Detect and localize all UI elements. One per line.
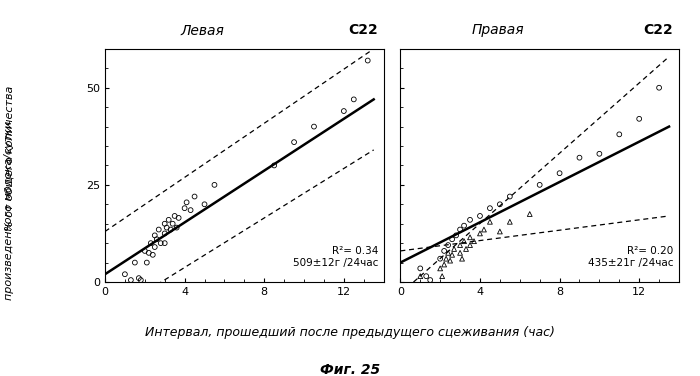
- Point: [159, 230, 170, 237]
- Point: [414, 265, 426, 271]
- Point: [144, 250, 155, 256]
- Point: [447, 236, 458, 242]
- Point: [574, 155, 585, 161]
- Point: [435, 265, 446, 271]
- Point: [151, 236, 162, 242]
- Point: [456, 256, 468, 262]
- Point: [348, 96, 359, 102]
- Point: [181, 199, 193, 205]
- Point: [464, 234, 475, 240]
- Point: [449, 246, 460, 252]
- Point: [419, 283, 430, 289]
- Point: [269, 162, 280, 168]
- Point: [654, 85, 665, 91]
- Point: [163, 217, 174, 223]
- Text: R²= 0.34
509±12г /24час: R²= 0.34 509±12г /24час: [293, 246, 378, 268]
- Point: [288, 139, 300, 145]
- Point: [484, 219, 496, 225]
- Point: [171, 224, 182, 230]
- Point: [435, 256, 446, 262]
- Point: [147, 252, 158, 258]
- Point: [141, 259, 153, 265]
- Point: [458, 238, 470, 244]
- Text: C22: C22: [349, 23, 378, 37]
- Text: Фиг. 25: Фиг. 25: [320, 363, 380, 376]
- Point: [454, 250, 466, 256]
- Text: Правая: Правая: [472, 23, 524, 37]
- Point: [425, 277, 436, 283]
- Point: [149, 244, 160, 250]
- Point: [155, 240, 167, 246]
- Point: [458, 223, 470, 229]
- Point: [468, 238, 480, 244]
- Text: Интервал, прошедший после предыдущего сцеживания (час): Интервал, прошедший после предыдущего сц…: [145, 326, 555, 339]
- Point: [189, 194, 200, 200]
- Text: Левая: Левая: [181, 23, 225, 37]
- Point: [614, 131, 625, 137]
- Point: [149, 232, 160, 238]
- Point: [159, 240, 170, 246]
- Point: [447, 252, 458, 258]
- Point: [125, 277, 136, 283]
- Point: [454, 242, 466, 248]
- Point: [494, 201, 505, 207]
- Point: [173, 215, 184, 221]
- Point: [484, 205, 496, 211]
- Point: [504, 194, 515, 200]
- Text: произведенного молока/сутки: произведенного молока/сутки: [4, 121, 14, 300]
- Point: [167, 221, 178, 227]
- Point: [475, 230, 486, 237]
- Point: [478, 226, 489, 232]
- Point: [139, 248, 150, 254]
- Text: R²= 0.20
435±21г /24час: R²= 0.20 435±21г /24час: [588, 246, 673, 268]
- Point: [494, 229, 505, 235]
- Point: [444, 258, 456, 264]
- Point: [425, 287, 436, 293]
- Point: [179, 205, 190, 211]
- Point: [165, 226, 176, 232]
- Point: [475, 213, 486, 219]
- Text: % от общего количества: % от общего количества: [4, 85, 14, 230]
- Point: [634, 116, 645, 122]
- Point: [362, 58, 373, 64]
- Point: [338, 108, 349, 114]
- Point: [119, 271, 130, 277]
- Point: [133, 275, 144, 281]
- Point: [153, 226, 164, 232]
- Point: [504, 219, 515, 225]
- Point: [438, 248, 449, 254]
- Point: [309, 124, 320, 130]
- Point: [464, 217, 475, 223]
- Point: [145, 240, 156, 246]
- Point: [442, 250, 454, 256]
- Point: [454, 226, 466, 232]
- Point: [594, 151, 605, 157]
- Point: [442, 242, 454, 248]
- Point: [185, 207, 196, 213]
- Point: [159, 221, 170, 227]
- Point: [534, 182, 545, 188]
- Point: [421, 273, 432, 279]
- Point: [464, 242, 475, 248]
- Point: [199, 201, 210, 207]
- Point: [440, 256, 452, 262]
- Point: [161, 224, 172, 230]
- Point: [438, 262, 449, 268]
- Point: [414, 273, 426, 279]
- Point: [554, 170, 565, 176]
- Point: [524, 211, 536, 217]
- Text: C22: C22: [644, 23, 673, 37]
- Point: [135, 277, 146, 283]
- Point: [437, 273, 448, 279]
- Point: [130, 259, 141, 265]
- Point: [451, 232, 462, 238]
- Point: [169, 213, 181, 219]
- Point: [461, 246, 472, 252]
- Point: [209, 182, 220, 188]
